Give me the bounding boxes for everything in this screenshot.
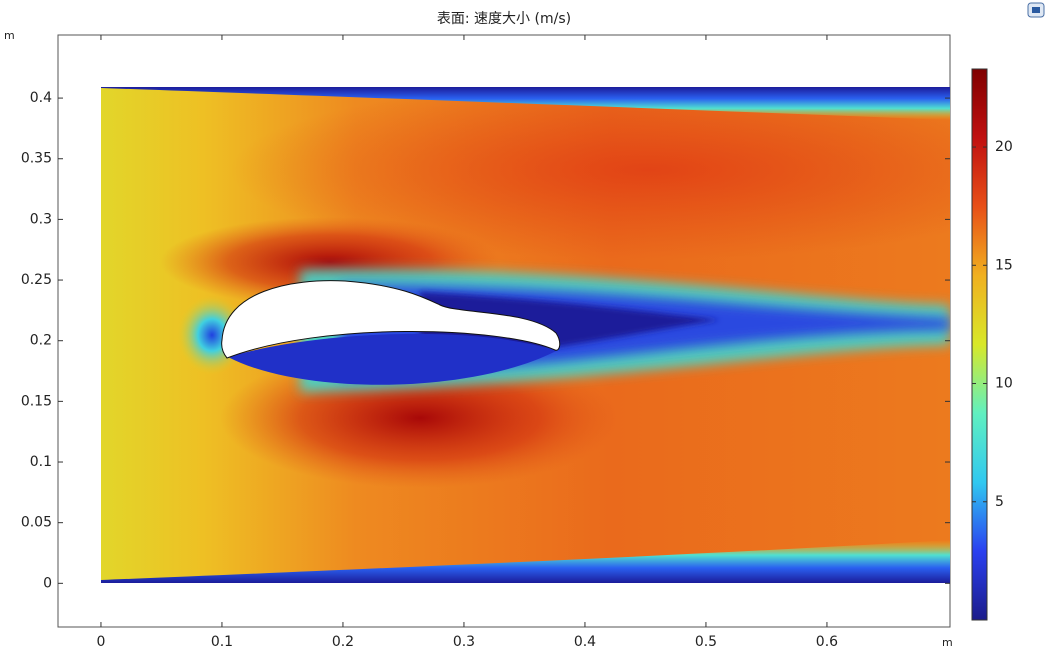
y-tick-label: 0.3 [30, 211, 52, 227]
x-tick-label: 0.1 [211, 634, 233, 650]
y-tick-label: 0 [43, 575, 52, 591]
x-axis-label: m [942, 636, 953, 649]
x-tick-label: 0.4 [574, 634, 596, 650]
y-tick-label: 0.15 [21, 393, 52, 409]
x-tick-label: 0.3 [453, 634, 475, 650]
colorbar-tick-label: 10 [995, 376, 1013, 392]
y-tick-label: 0.1 [30, 454, 52, 470]
colorbar-tick-label: 20 [995, 139, 1013, 155]
toolbar-icon-glyph [1032, 7, 1040, 13]
y-tick-label: 0.4 [30, 90, 52, 106]
y-axis-label: m [4, 29, 15, 42]
chart-title: 表面: 速度大小 (m/s) [437, 11, 571, 27]
velocity-field [101, 87, 950, 583]
y-tick-label: 0.35 [21, 151, 52, 167]
y-tick-label: 0.25 [21, 272, 52, 288]
x-tick-label: 0.6 [816, 634, 838, 650]
y-tick-label: 0.05 [21, 515, 52, 531]
y-tick-label: 0.2 [30, 333, 52, 349]
x-tick-label: 0 [96, 634, 105, 650]
colorbar [971, 68, 988, 621]
x-tick-label: 0.2 [332, 634, 354, 650]
colorbar-tick-label: 15 [995, 257, 1013, 273]
colorbar-tick-label: 5 [995, 494, 1004, 510]
x-tick-label: 0.5 [695, 634, 717, 650]
